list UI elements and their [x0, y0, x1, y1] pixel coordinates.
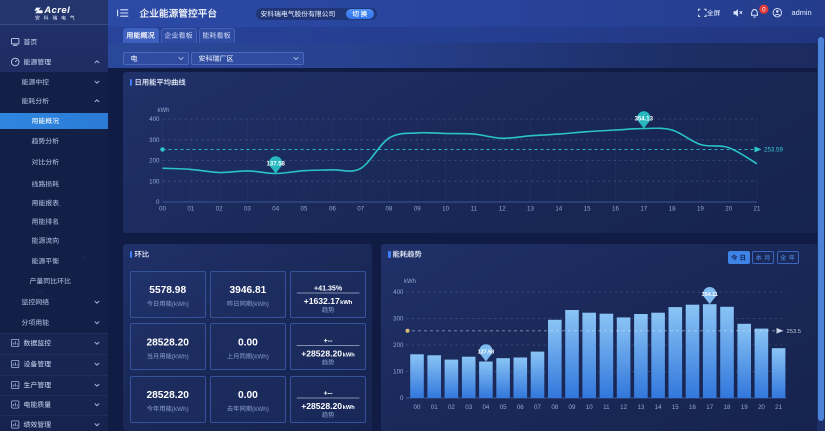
- svg-text:kWh: kWh: [158, 108, 170, 114]
- svg-text:+41.35%: +41.35%: [314, 284, 343, 292]
- svg-text:0: 0: [156, 199, 160, 206]
- svg-text:137.58: 137.58: [478, 349, 495, 355]
- svg-text:0.00: 0.00: [238, 337, 258, 348]
- svg-text:354.13: 354.13: [635, 116, 654, 122]
- svg-text:13: 13: [637, 404, 644, 411]
- svg-text:0: 0: [762, 6, 766, 13]
- svg-text:300: 300: [393, 316, 404, 323]
- svg-text:kWh: kWh: [404, 279, 416, 285]
- svg-text:20: 20: [758, 404, 765, 411]
- svg-text:137.58: 137.58: [267, 161, 286, 167]
- svg-text:200: 200: [393, 342, 404, 349]
- svg-text:15: 15: [672, 404, 679, 411]
- svg-text:253.5: 253.5: [787, 329, 802, 335]
- svg-text:+28528.20: +28528.20: [301, 348, 342, 358]
- svg-text:200: 200: [149, 158, 160, 165]
- svg-text:17: 17: [706, 404, 713, 411]
- svg-text:253.59: 253.59: [764, 147, 783, 154]
- svg-text:100: 100: [149, 178, 160, 185]
- svg-text:21: 21: [775, 404, 782, 411]
- svg-text:14: 14: [655, 404, 662, 411]
- svg-text:04: 04: [272, 205, 279, 212]
- svg-text:20: 20: [725, 205, 732, 212]
- svg-text:01: 01: [187, 205, 194, 212]
- svg-text:28528.20: 28528.20: [146, 337, 189, 348]
- svg-text:+28528.20: +28528.20: [301, 401, 342, 411]
- svg-text:+--: +--: [324, 389, 334, 397]
- svg-text:04: 04: [482, 404, 489, 411]
- svg-text:02: 02: [216, 205, 223, 212]
- svg-text:09: 09: [569, 404, 576, 411]
- svg-text:100: 100: [393, 369, 404, 376]
- svg-text:(kWh): (kWh): [252, 301, 269, 308]
- svg-text:12: 12: [620, 404, 627, 411]
- svg-text:07: 07: [534, 404, 541, 411]
- svg-text:(kWh): (kWh): [252, 406, 269, 413]
- svg-text:10: 10: [442, 205, 449, 212]
- svg-text:11: 11: [471, 205, 478, 212]
- svg-text:18: 18: [669, 205, 676, 212]
- svg-text:5578.98: 5578.98: [149, 285, 186, 296]
- svg-text:19: 19: [741, 404, 748, 411]
- svg-text:400: 400: [149, 116, 160, 123]
- svg-text:05: 05: [500, 404, 507, 411]
- svg-text:kWh: kWh: [343, 352, 356, 358]
- svg-text:06: 06: [517, 404, 524, 411]
- svg-text:3946.81: 3946.81: [229, 285, 266, 296]
- svg-text:16: 16: [689, 404, 696, 411]
- svg-text:(kWh): (kWh): [172, 353, 189, 360]
- svg-text:28528.20: 28528.20: [146, 390, 189, 401]
- svg-text:00: 00: [159, 205, 166, 212]
- svg-text:03: 03: [465, 404, 472, 411]
- svg-text:09: 09: [414, 205, 421, 212]
- svg-text:07: 07: [357, 205, 364, 212]
- svg-text:14: 14: [555, 205, 562, 212]
- svg-text:+1632.17: +1632.17: [304, 296, 340, 306]
- svg-text:08: 08: [386, 205, 393, 212]
- svg-text:(kWh): (kWh): [252, 353, 269, 360]
- svg-text:(kWh): (kWh): [172, 406, 189, 413]
- svg-text:10: 10: [586, 404, 593, 411]
- svg-text:01: 01: [431, 404, 438, 411]
- svg-text:18: 18: [724, 404, 731, 411]
- svg-text:13: 13: [527, 205, 534, 212]
- svg-text:06: 06: [329, 205, 336, 212]
- svg-text:02: 02: [448, 404, 455, 411]
- svg-text:0: 0: [400, 395, 404, 402]
- svg-text:12: 12: [499, 205, 506, 212]
- svg-text:03: 03: [244, 205, 251, 212]
- svg-text:300: 300: [149, 137, 160, 144]
- svg-text:kWh: kWh: [343, 405, 356, 411]
- svg-text:00: 00: [414, 404, 421, 411]
- svg-text:kWh: kWh: [340, 300, 353, 306]
- svg-text:11: 11: [603, 404, 610, 411]
- svg-text:16: 16: [612, 205, 619, 212]
- svg-text:400: 400: [393, 289, 404, 296]
- svg-text:(kWh): (kWh): [172, 301, 189, 308]
- svg-text:21: 21: [754, 205, 761, 212]
- svg-text:Acrel: Acrel: [43, 5, 70, 16]
- svg-text:admin: admin: [792, 8, 812, 17]
- svg-text:05: 05: [301, 205, 308, 212]
- svg-text:19: 19: [697, 205, 704, 212]
- svg-text:15: 15: [584, 205, 591, 212]
- svg-text:17: 17: [640, 205, 647, 212]
- svg-text:+--: +--: [324, 337, 334, 345]
- svg-text:0.00: 0.00: [238, 390, 258, 401]
- svg-text:354.11: 354.11: [702, 292, 718, 298]
- svg-text:08: 08: [551, 404, 558, 411]
